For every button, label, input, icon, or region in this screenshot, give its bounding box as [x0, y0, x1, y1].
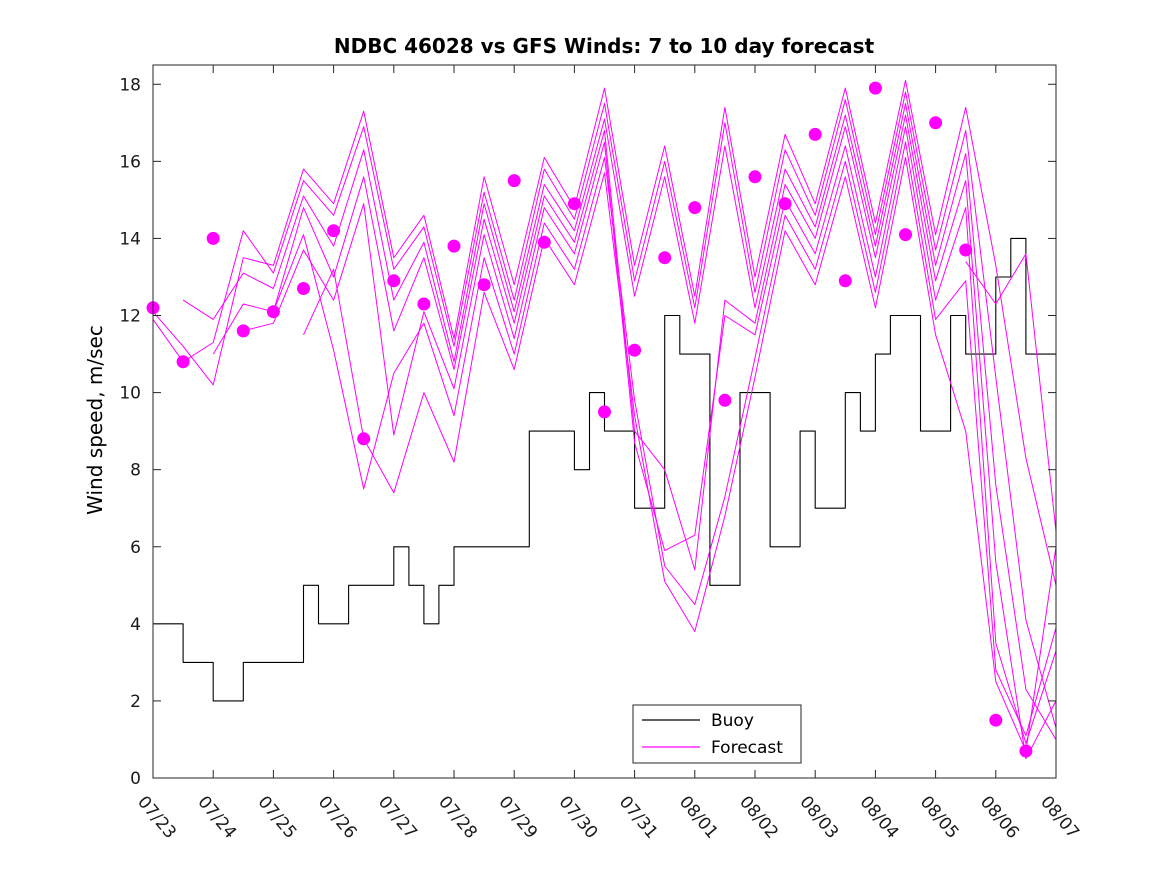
legend-box [632, 704, 802, 764]
forecast-series-line-3 [182, 103, 1057, 740]
legend: Buoy Forecast [632, 704, 802, 764]
y-tick-label: 18 [119, 75, 141, 95]
forecast-marker [989, 713, 1003, 727]
buoy-series-line [153, 237, 1056, 702]
chart-title: NDBC 46028 vs GFS Winds: 7 to 10 day for… [334, 34, 875, 58]
legend-label-forecast: Forecast [711, 738, 783, 758]
forecast-marker [417, 297, 431, 311]
forecast-marker [206, 231, 220, 245]
y-tick-label: 8 [130, 461, 141, 481]
forecast-marker [929, 116, 943, 130]
forecast-marker [628, 343, 642, 357]
forecast-marker [748, 170, 762, 184]
forecast-marker [236, 324, 250, 338]
forecast-marker [297, 282, 310, 295]
forecast-series-line-2 [152, 91, 1057, 729]
forecast-marker [567, 197, 581, 211]
forecast-marker [688, 201, 702, 215]
forecast-marker [899, 228, 912, 242]
forecast-marker [959, 243, 973, 257]
forecast-series-line-4 [212, 114, 1057, 760]
y-axis: 0 2 4 6 8 10 12 14 16 18 [119, 75, 1056, 789]
plot-frame [152, 64, 1057, 779]
forecast-marker [176, 355, 190, 369]
y-tick-label: 0 [130, 769, 141, 789]
forecast-marker [718, 393, 732, 407]
forecast-marker [327, 224, 341, 238]
y-axis-label: Wind speed, m/sec [83, 325, 107, 515]
forecast-marker [838, 274, 852, 288]
forecast-marker [447, 239, 461, 253]
legend-label-buoy: Buoy [711, 711, 754, 731]
forecast-marker [778, 197, 792, 211]
y-tick-label: 10 [119, 384, 141, 404]
forecast-series-line-1 [152, 79, 1057, 586]
forecast-marker [507, 174, 521, 188]
y-tick-label: 4 [130, 615, 141, 635]
forecast-marker [1019, 744, 1033, 758]
forecast-series-line-8 [965, 253, 1057, 532]
forecast-marker [357, 432, 371, 446]
forecast-marker [598, 405, 611, 419]
forecast-marker [868, 81, 882, 95]
forecast-series-line-6 [272, 141, 1057, 737]
forecast-series-line-7 [303, 157, 1057, 752]
y-tick-label: 16 [119, 152, 141, 172]
y-tick-label: 12 [119, 307, 141, 327]
y-tick-label: 2 [130, 692, 141, 712]
y-tick-label: 14 [119, 229, 141, 249]
marker-layer [146, 81, 1033, 758]
forecast-marker [266, 305, 280, 319]
forecast-marker [387, 274, 401, 288]
forecast-marker [808, 127, 822, 141]
forecast-marker [477, 278, 491, 292]
y-tick-label: 6 [130, 538, 141, 558]
forecast-marker [537, 235, 551, 249]
series-layer [152, 79, 1057, 760]
forecast-marker [658, 251, 672, 265]
